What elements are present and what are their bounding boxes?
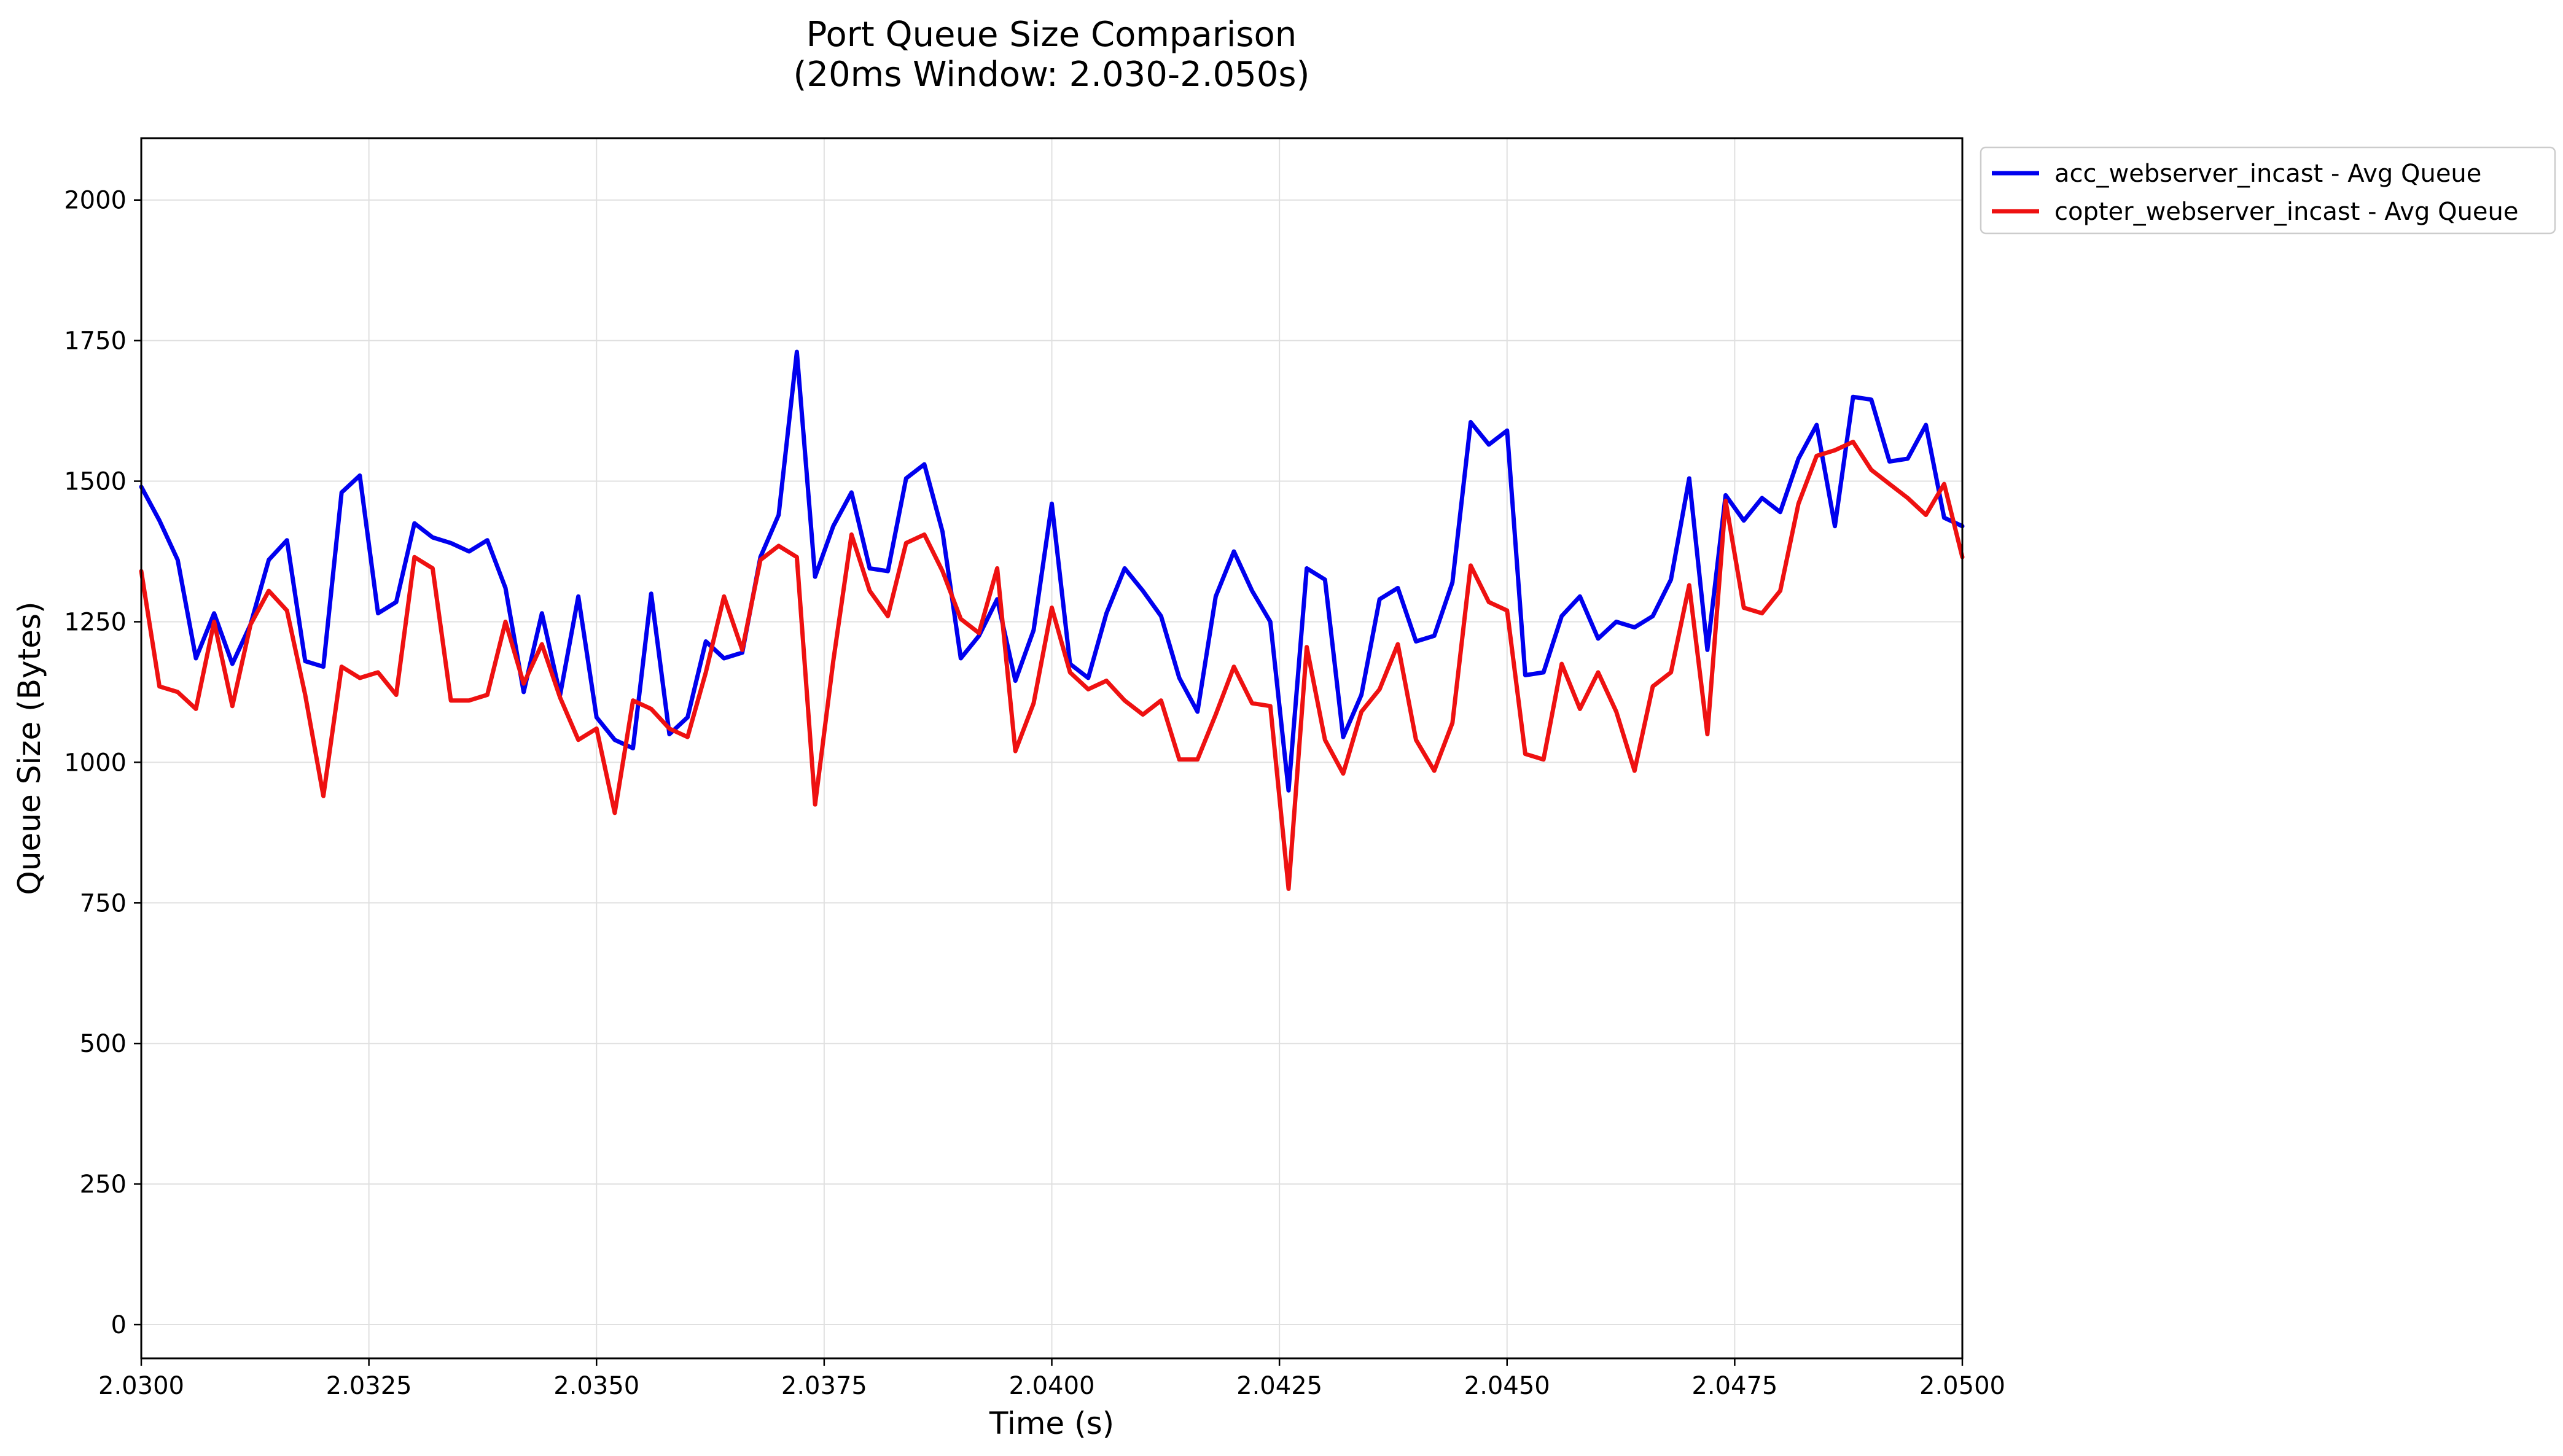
series-line-copter (139, 440, 1965, 891)
x-tick-label: 2.0500 (1919, 1372, 2005, 1400)
legend-box (1980, 146, 2556, 235)
y-tick-label: 1750 (64, 327, 127, 356)
y-tick-label: 1500 (64, 468, 127, 496)
legend-entry-label: acc_webserver_incast - Avg Queue (2054, 160, 2481, 188)
x-tick-label: 2.0450 (1464, 1372, 1550, 1400)
legend-entry-label: copter_webserver_incast - Avg Queue (2054, 198, 2519, 226)
x-tick-label: 2.0375 (781, 1372, 867, 1400)
x-axis-label: Time (s) (989, 1406, 1114, 1441)
chart-title: Port Queue Size Comparison (806, 15, 1297, 55)
y-tick-label: 500 (80, 1030, 127, 1058)
x-tick-label: 2.0325 (326, 1372, 412, 1400)
y-tick-label: 0 (111, 1311, 127, 1339)
chart-subtitle: (20ms Window: 2.030-2.050s) (794, 55, 1310, 95)
y-tick-label: 1250 (64, 608, 127, 636)
grid (141, 138, 1963, 1358)
series-lines (139, 349, 1965, 891)
y-tick-label: 2000 (64, 187, 127, 215)
x-tick-label: 2.0350 (553, 1372, 639, 1400)
legend: acc_webserver_incast - Avg Queue copter_w… (1980, 146, 2556, 235)
y-tick-label: 250 (80, 1170, 127, 1199)
x-tick-label: 2.0300 (98, 1372, 184, 1400)
series-line-acc (139, 349, 1965, 793)
axis-ticks: 2.0300 2.0325 2.0350 2.0375 2.0400 2.0425 2.04… (64, 187, 2005, 1400)
y-axis-label: Queue Size (Bytes) (12, 601, 47, 895)
x-tick-label: 2.0400 (1009, 1372, 1095, 1400)
y-tick-label: 1000 (64, 749, 127, 777)
y-tick-label: 750 (80, 889, 127, 917)
x-tick-label: 2.0475 (1691, 1372, 1777, 1400)
x-tick-label: 2.0425 (1236, 1372, 1322, 1400)
